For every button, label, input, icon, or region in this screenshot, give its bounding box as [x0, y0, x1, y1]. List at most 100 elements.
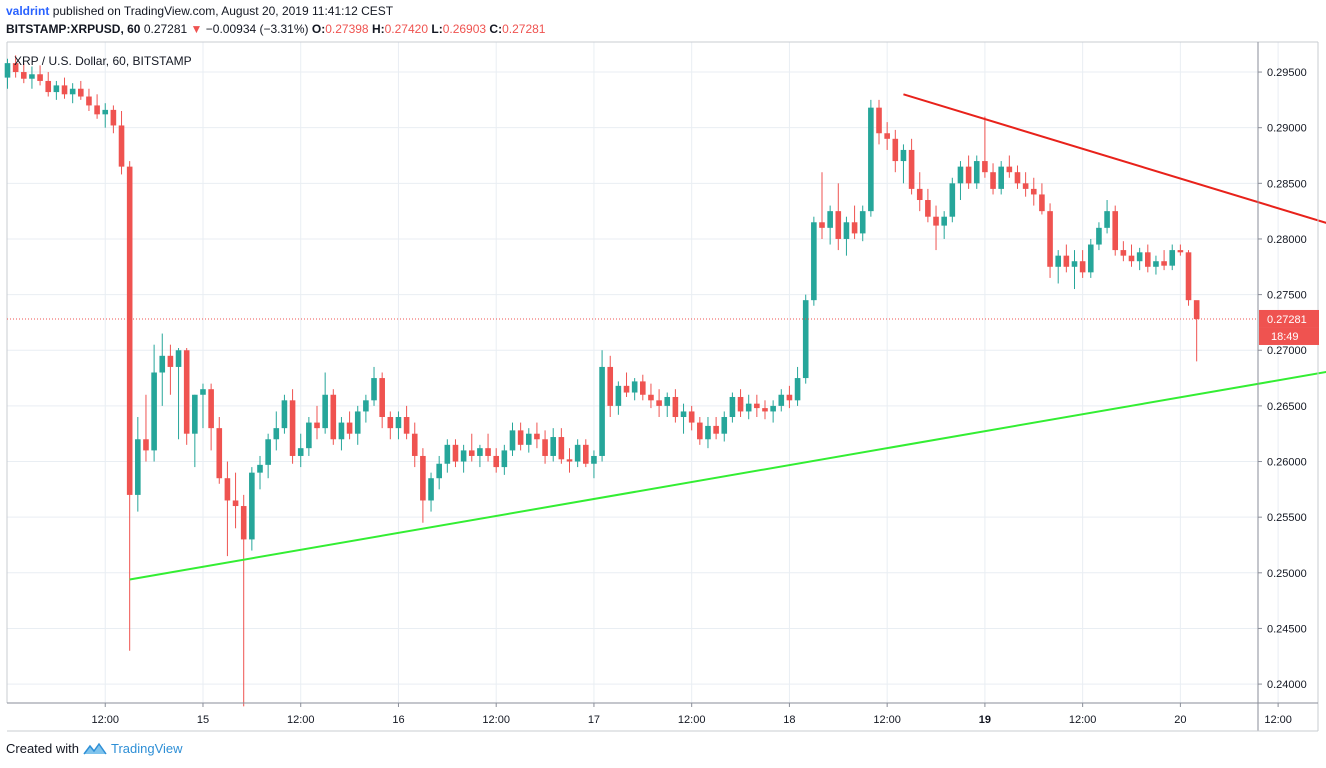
candle-body — [892, 138, 899, 162]
candle-body — [599, 366, 605, 456]
open-value: 0.27398 — [325, 22, 369, 36]
candle-body — [982, 161, 988, 173]
candle-body — [1128, 255, 1135, 262]
symbol-label: BITSTAMP:XRPUSD, 60 — [6, 22, 141, 36]
candle-body — [574, 444, 581, 462]
tradingview-brand[interactable]: TradingView — [110, 741, 183, 756]
candle-body — [265, 439, 271, 465]
candle-body — [1112, 211, 1119, 251]
y-tick-label: 0.29000 — [1267, 123, 1307, 135]
x-tick-label: 12:00 — [678, 714, 706, 726]
candle-body — [1177, 250, 1184, 253]
price-axis[interactable]: 0.29500 0.29000 0.28500 0.28000 0.27500 0.270… — [1257, 42, 1319, 731]
price-tag-box — [1259, 309, 1319, 328]
candle-body — [916, 188, 923, 201]
candle-body — [143, 439, 149, 451]
candle-body — [314, 422, 320, 429]
candle-body — [1079, 261, 1086, 273]
x-tick-label: 20 — [1174, 714, 1186, 726]
candle-body — [37, 74, 43, 81]
candle-body — [949, 183, 956, 217]
candle-body — [183, 350, 190, 434]
candle-body — [273, 428, 280, 440]
candle-body — [78, 88, 84, 97]
y-tick-label: 0.25000 — [1267, 568, 1307, 580]
close-label: C: — [489, 22, 503, 36]
candle-body — [1055, 255, 1062, 267]
candle-body — [688, 411, 695, 423]
low-label: L: — [431, 22, 443, 36]
candle-body — [640, 381, 646, 395]
candle-body — [452, 444, 459, 462]
candle-body — [387, 417, 394, 429]
close-value: 0.27281 — [502, 22, 546, 36]
x-tick-label: 16 — [392, 714, 404, 726]
candle-body — [1153, 261, 1159, 267]
published-text: published on TradingView.com, August 20,… — [52, 4, 394, 18]
candle-body — [102, 109, 109, 115]
candle-body — [322, 394, 328, 429]
candle-body — [973, 161, 980, 184]
resistance-trendline[interactable] — [903, 93, 1326, 302]
candle-body — [990, 172, 996, 189]
countdown-box — [1259, 327, 1319, 345]
y-tick-label: 0.29500 — [1267, 67, 1307, 79]
candle-body — [354, 411, 361, 434]
ohlc-legend: BITSTAMP:XRPUSD, 60 0.27281 ▼ −0.00934 (… — [6, 22, 545, 36]
candle-body — [1014, 172, 1021, 184]
candle-body — [61, 85, 68, 95]
candle-body — [941, 216, 947, 226]
candle-body — [754, 403, 760, 409]
candle-body — [737, 396, 744, 412]
candle-body — [346, 422, 353, 434]
candle-body — [1006, 166, 1013, 173]
countdown-label: 18:49 — [1271, 331, 1299, 343]
x-tick-label: 19 — [979, 714, 991, 726]
candle-body — [86, 96, 92, 106]
author-link[interactable]: valdrint — [6, 4, 50, 18]
candle-body — [45, 80, 52, 93]
candle-body — [623, 385, 630, 393]
candle-body — [933, 216, 939, 226]
candle-body — [118, 125, 125, 167]
candle-body — [224, 478, 231, 501]
candle-body — [697, 422, 703, 440]
candle-body — [648, 394, 654, 401]
down-arrow-icon: ▼ — [190, 22, 203, 36]
created-with-label: Created with — [6, 741, 79, 756]
candle-body — [240, 506, 247, 540]
candle-body — [306, 422, 312, 449]
candle-body — [542, 439, 548, 456]
candle-body — [12, 63, 19, 73]
candle-body — [501, 450, 508, 468]
candle-body — [363, 400, 369, 412]
x-tick-label: 12:00 — [482, 714, 510, 726]
candle-body — [509, 430, 516, 451]
support-trendline[interactable] — [129, 322, 1326, 581]
chart-title: XRP / U.S. Dollar, 60, BITSTAMP — [14, 54, 192, 68]
price-tag-label: 0.27281 — [1267, 314, 1307, 326]
candle-body — [762, 408, 768, 412]
candle-body — [713, 425, 719, 434]
candle-body — [151, 372, 157, 451]
candle-body — [607, 366, 614, 406]
candle-body — [420, 455, 426, 501]
candle-body — [794, 378, 801, 401]
y-tick-label: 0.26500 — [1267, 401, 1307, 413]
x-tick-label: 17 — [588, 714, 600, 726]
last-price: 0.27281 — [143, 22, 188, 36]
candle-body — [485, 448, 491, 456]
candle-body — [925, 200, 931, 217]
candle-body — [493, 455, 499, 468]
time-axis[interactable]: 12:00 15 12:00 16 12:00 17 12:00 18 12:00 19 12:00… — [7, 702, 1326, 732]
candle-body — [811, 222, 817, 301]
low-value: 0.26903 — [442, 22, 487, 36]
candle-body — [1120, 250, 1127, 256]
candle-body — [582, 444, 589, 464]
trendlines[interactable] — [129, 93, 1326, 581]
high-value: 0.27420 — [384, 22, 429, 36]
candle-body — [1047, 211, 1053, 267]
candle-body — [729, 396, 736, 418]
candle-body — [411, 433, 418, 456]
